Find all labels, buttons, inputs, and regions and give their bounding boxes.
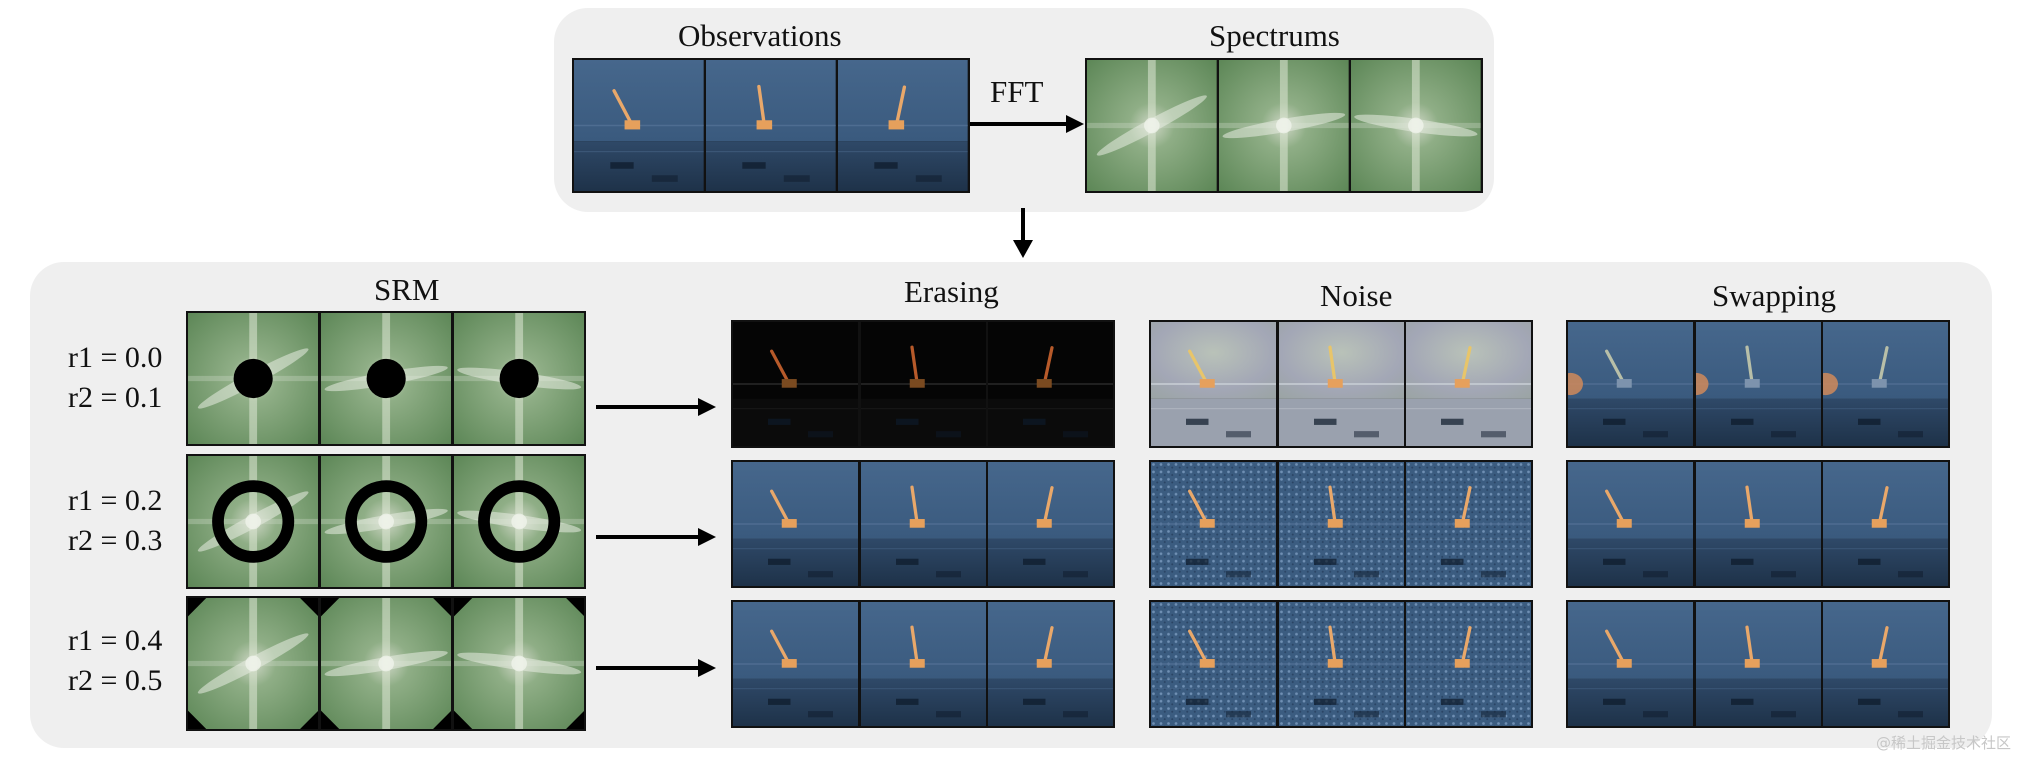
srm-strip-row3-frame-1 <box>188 598 319 729</box>
swapping-strip-row3-frame-3 <box>1823 602 1948 726</box>
spectrums-strip-frame-2 <box>1219 60 1349 191</box>
noise-strip-row2-frame-1 <box>1151 462 1276 586</box>
swapping-strip-row2-frame-2 <box>1695 462 1821 586</box>
noise-strip-row1 <box>1149 320 1533 448</box>
spectrums-strip-frame-3 <box>1351 60 1482 191</box>
down-arrow <box>1013 208 1033 258</box>
swapping-label: Swapping <box>1712 278 1836 313</box>
observations-label: Observations <box>678 18 842 53</box>
erasing-strip-row1-frame-2 <box>860 322 986 446</box>
erasing-strip-row3-frame-2 <box>860 602 986 726</box>
noise-strip-row2-frame-3 <box>1406 462 1531 586</box>
noise-strip-row1-frame-2 <box>1278 322 1404 446</box>
srm-strip-row3 <box>186 596 586 731</box>
erasing-strip-row1-frame-1 <box>733 322 858 446</box>
erasing-strip-row2-frame-2 <box>860 462 986 586</box>
swapping-strip-row1-frame-2 <box>1695 322 1821 446</box>
srm-strip-row1-frame-2 <box>320 313 452 444</box>
observations-strip-frame-2 <box>706 60 836 191</box>
swapping-strip-row1 <box>1566 320 1950 448</box>
row1-arrow <box>596 398 716 416</box>
swapping-strip-row1-frame-1 <box>1568 322 1693 446</box>
spectrums-strip <box>1085 58 1483 193</box>
srm-strip-row1-frame-3 <box>453 313 584 444</box>
srm-strip-row2-frame-2 <box>320 456 452 587</box>
srm-strip-row2-frame-3 <box>453 456 584 587</box>
srm-strip-row2 <box>186 454 586 589</box>
swapping-strip-row1-frame-3 <box>1823 322 1948 446</box>
erasing-strip-row1 <box>731 320 1115 448</box>
erasing-strip-row3-frame-1 <box>733 602 858 726</box>
spectrums-label: Spectrums <box>1209 18 1340 53</box>
row2-r2: r2 = 0.3 <box>68 524 163 557</box>
erasing-strip-row3-frame-3 <box>988 602 1113 726</box>
swapping-strip-row3 <box>1566 600 1950 728</box>
srm-strip-row1 <box>186 311 586 446</box>
erasing-label: Erasing <box>904 274 999 309</box>
swapping-strip-row2 <box>1566 460 1950 588</box>
row3-r1: r1 = 0.4 <box>68 624 163 657</box>
srm-strip-row3-frame-3 <box>453 598 584 729</box>
swapping-strip-row2-frame-1 <box>1568 462 1693 586</box>
srm-label: SRM <box>374 272 440 307</box>
noise-strip-row2 <box>1149 460 1533 588</box>
fft-label: FFT <box>990 74 1044 109</box>
srm-strip-row3-frame-2 <box>320 598 452 729</box>
row2-r1: r1 = 0.2 <box>68 484 163 517</box>
erasing-strip-row2 <box>731 460 1115 588</box>
erasing-strip-row1-frame-3 <box>988 322 1113 446</box>
noise-strip-row2-frame-2 <box>1278 462 1404 586</box>
noise-strip-row3-frame-2 <box>1278 602 1404 726</box>
erasing-strip-row3 <box>731 600 1115 728</box>
noise-strip-row1-frame-3 <box>1406 322 1531 446</box>
row1-r2: r2 = 0.1 <box>68 381 163 414</box>
noise-strip-row3-frame-1 <box>1151 602 1276 726</box>
noise-strip-row3 <box>1149 600 1533 728</box>
noise-strip-row1-frame-1 <box>1151 322 1276 446</box>
observations-strip-frame-3 <box>838 60 969 191</box>
swapping-strip-row3-frame-2 <box>1695 602 1821 726</box>
observations-strip-frame-1 <box>574 60 704 191</box>
observations-strip <box>572 58 970 193</box>
spectrums-strip-frame-1 <box>1087 60 1217 191</box>
swapping-strip-row2-frame-3 <box>1823 462 1948 586</box>
fft-arrow <box>970 115 1084 133</box>
row1-r1: r1 = 0.0 <box>68 341 163 374</box>
row2-arrow <box>596 528 716 546</box>
swapping-strip-row3-frame-1 <box>1568 602 1693 726</box>
row3-r2: r2 = 0.5 <box>68 664 163 697</box>
noise-label: Noise <box>1320 278 1393 313</box>
watermark: @稀土掘金技术社区 <box>1875 734 2011 752</box>
row3-arrow <box>596 659 716 677</box>
erasing-strip-row2-frame-1 <box>733 462 858 586</box>
srm-strip-row2-frame-1 <box>188 456 319 587</box>
erasing-strip-row2-frame-3 <box>988 462 1113 586</box>
noise-strip-row3-frame-3 <box>1406 602 1531 726</box>
srm-strip-row1-frame-1 <box>188 313 319 444</box>
